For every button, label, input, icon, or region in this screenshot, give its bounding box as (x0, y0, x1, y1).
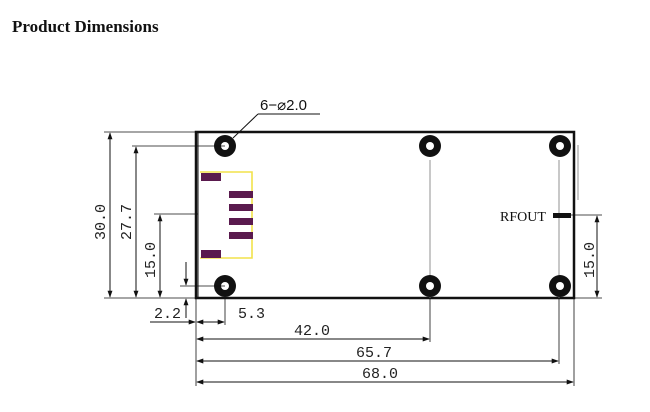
dim-width-total-label: 68.0 (362, 366, 398, 383)
dim-hole-offset-x-label: 2.2 (154, 306, 181, 323)
mounting-hole (549, 275, 571, 297)
hole-callout-label: 6−⌀2.0 (260, 97, 307, 114)
mounting-hole (419, 275, 441, 297)
dim-connector-offset-x-label: 5.3 (238, 306, 265, 323)
dim-width-mid-hole-label: 42.0 (294, 323, 330, 340)
rfout-pad (553, 213, 571, 218)
connector-outline (200, 171, 253, 259)
dim-height-rfout-label: 15.0 (582, 242, 599, 278)
hole-callout-leader (232, 113, 259, 139)
connector-pin (229, 232, 253, 239)
dim-height-connector-label: 15.0 (143, 242, 160, 278)
connector-pin (229, 218, 253, 225)
rfout-label: RFOUT (500, 210, 546, 225)
mounting-hole (419, 135, 441, 157)
connector-pin (229, 204, 253, 211)
connector-pad (201, 173, 221, 181)
mounting-hole (549, 135, 571, 157)
dim-height-total-label: 30.0 (93, 204, 110, 240)
dim-height-holes-label: 27.7 (119, 204, 136, 240)
connector-pin (229, 191, 253, 198)
dim-width-holes-label: 65.7 (356, 345, 392, 362)
connector-pad (201, 250, 221, 258)
page-title: Product Dimensions (12, 17, 159, 36)
